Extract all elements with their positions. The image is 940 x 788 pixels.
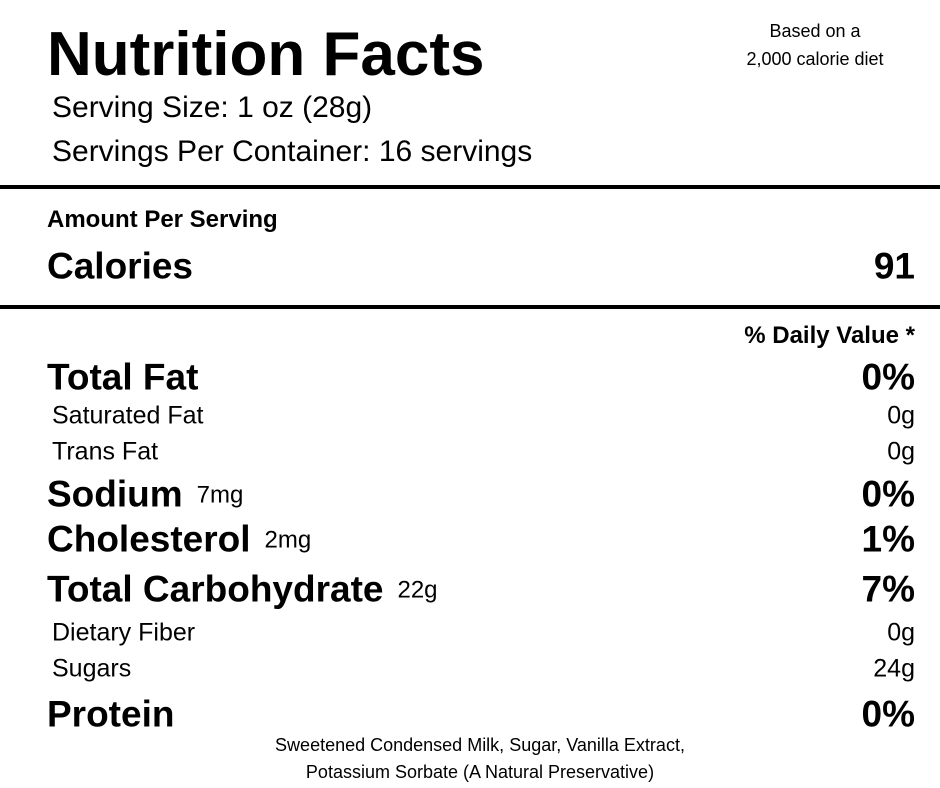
rule (0, 185, 940, 189)
nutrient-row: Total Carbohydrate 22g (47, 571, 438, 608)
nutrient-value: 0% (861, 693, 915, 735)
nutrient-value: 1% (861, 518, 915, 560)
nutrient-amount: 2mg (264, 526, 312, 554)
daily-value-header: % Daily Value * (744, 322, 915, 349)
nutrient-name: Trans Fat (52, 437, 159, 466)
nutrient-row: Sugars (52, 654, 132, 683)
amount-per-serving: Amount Per Serving (47, 206, 278, 233)
nutrient-name: Sugars (52, 654, 132, 683)
nutrient-row: Total Fat (47, 359, 198, 396)
nutrient-name: Dietary Fiber (52, 618, 196, 647)
calories-value: 91 (873, 245, 915, 287)
nutrient-value: 0g (887, 437, 915, 466)
nutrient-row: Protein (47, 696, 174, 733)
nutrient-amount: 22g (397, 576, 438, 604)
note: 2,000 calorie diet (746, 49, 884, 69)
serving-size: Serving Size: 1 oz (28g) (52, 91, 373, 124)
note: Based on a (769, 21, 861, 41)
nutrient-row: Cholesterol 2mg (47, 521, 311, 558)
ingredients: Sweetened Condensed Milk, Sugar, Vanilla… (275, 735, 685, 755)
nutrient-name: Saturated Fat (52, 401, 204, 430)
nutrient-value: 24g (873, 654, 915, 683)
nutrient-value: 0g (887, 618, 915, 647)
nutrient-name: Total Carbohydrate (47, 568, 384, 610)
nutrient-name: Protein (47, 693, 175, 735)
nutrient-value: 7% (861, 568, 915, 610)
nutrient-row: Dietary Fiber (52, 618, 196, 647)
rule (0, 305, 940, 309)
nutrient-name: Cholesterol (47, 518, 251, 560)
title: Nutrition Facts (47, 20, 485, 89)
servings-per-container: Servings Per Container: 16 servings (52, 135, 533, 168)
nutrient-row: Saturated Fat (52, 401, 204, 430)
nutrient-amount: 7mg (196, 481, 244, 509)
nutrient-value: 0g (887, 401, 915, 430)
calories-label: Calories (47, 245, 194, 287)
ingredients: Potassium Sorbate (A Natural Preservativ… (305, 762, 655, 782)
nutrient-name: Total Fat (47, 356, 199, 398)
nutrient-value: 0% (861, 473, 915, 515)
nutrient-row: Trans Fat (52, 437, 159, 466)
nutrient-name: Sodium (47, 473, 183, 515)
nutrient-value: 0% (861, 356, 915, 398)
nutrient-row: Sodium 7mg (47, 476, 243, 513)
